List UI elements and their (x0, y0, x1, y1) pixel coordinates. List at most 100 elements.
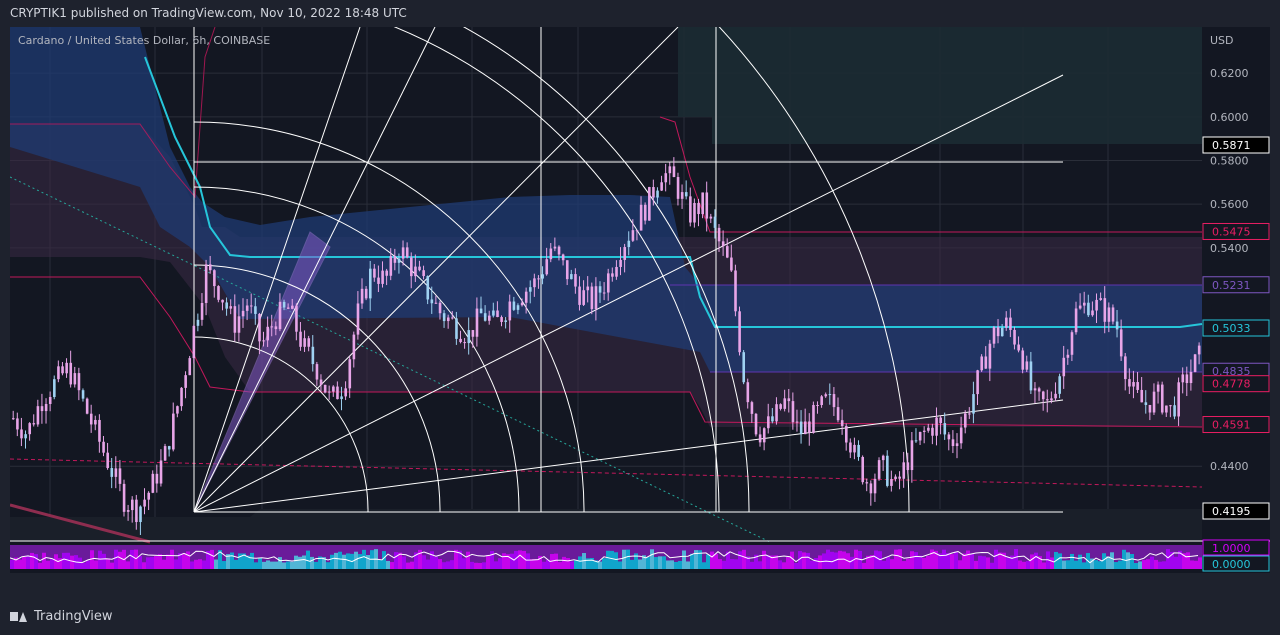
osc-bar (922, 557, 926, 569)
candle-body (393, 256, 397, 263)
osc-bar (514, 550, 518, 569)
candle-body (61, 366, 64, 374)
osc-bar (1130, 554, 1134, 569)
osc-bar (1082, 562, 1086, 569)
osc-bar (1002, 552, 1006, 569)
osc-bar (886, 556, 890, 569)
gann-fan-drawing (193, 27, 1064, 513)
candle-body (902, 462, 906, 479)
candle-body (12, 418, 15, 420)
osc-bar (238, 553, 242, 569)
osc-bar (850, 556, 854, 569)
fan-arc-1 (193, 336, 369, 513)
osc-bar (1134, 562, 1138, 569)
osc-bar (990, 562, 994, 569)
osc-bar (1026, 561, 1030, 569)
candle-body (172, 413, 175, 450)
candle-body (803, 421, 807, 435)
osc-bar (110, 562, 114, 569)
candle-body (533, 278, 536, 288)
osc-bar (118, 551, 122, 569)
candle-body (1189, 371, 1193, 384)
osc-bar (854, 549, 858, 569)
osc-bar (786, 557, 790, 569)
osc-bar (314, 561, 318, 569)
candle-body (701, 192, 704, 215)
osc-bar (874, 550, 878, 569)
price-badge (1202, 136, 1270, 154)
osc-bar (866, 555, 870, 569)
y-axis[interactable]: USD 0.6200 0.6000 0.5800 0.5600 0.5400 0.4400 (1210, 34, 1249, 473)
osc-bar (398, 552, 402, 569)
candle-body (1144, 402, 1148, 405)
candle-body (377, 277, 380, 284)
candle-body (693, 202, 696, 223)
candle-body (996, 327, 1000, 337)
osc-bar (1198, 557, 1202, 569)
candle-body (401, 247, 405, 259)
osc-bar (338, 551, 342, 569)
candle-body (553, 246, 557, 249)
osc-bar (1070, 553, 1074, 569)
osc-bar (334, 552, 338, 569)
candle-body (131, 499, 134, 511)
fan-arc-6 (462, 27, 750, 513)
osc-bar (754, 554, 758, 569)
candle-body (245, 305, 249, 311)
candle-body (832, 394, 836, 408)
osc-bar (1010, 555, 1014, 569)
osc-bar (658, 556, 662, 569)
osc-bar (390, 562, 394, 569)
cloud-top-right (678, 27, 1202, 144)
candle-body (783, 398, 787, 409)
osc-bar (518, 550, 522, 569)
candle-body (102, 441, 105, 453)
osc-bar (734, 559, 738, 569)
symbol-label[interactable]: Cardano / United States Dollar, 6h, COIN… (18, 34, 271, 47)
candle-body (1119, 329, 1123, 357)
candle-body (286, 307, 290, 309)
osc-bar (34, 554, 38, 569)
candle-body (1091, 310, 1094, 316)
candle-body (106, 452, 109, 469)
osc-bar (62, 552, 66, 569)
chart-canvas[interactable]: 4111825Aug81522Sep12:0012 USD 0.62000.60… (10, 27, 1270, 573)
osc-bar (210, 549, 214, 569)
osc-bar (174, 559, 178, 569)
candle-body (1169, 405, 1172, 407)
osc-bar (526, 553, 530, 569)
candle-body (939, 417, 942, 424)
osc-bar (242, 553, 246, 569)
fan-arc-4 (193, 121, 585, 513)
osc-bar (702, 562, 706, 569)
candle-body (299, 331, 302, 347)
candle-body (1140, 389, 1144, 403)
candle-body (53, 379, 56, 398)
candle-body (865, 482, 869, 484)
candle-body (467, 330, 471, 344)
osc-bar (710, 551, 714, 569)
osc-bar (422, 555, 426, 569)
osc-bar (1038, 556, 1042, 569)
chart-frame[interactable]: 4111825Aug81522Sep12:0012 USD 0.62000.60… (10, 27, 1270, 573)
osc-bar (686, 561, 690, 569)
osc-bar (166, 554, 170, 569)
candle-body (586, 286, 590, 291)
pink-band-upper (10, 27, 216, 199)
osc-bar (638, 559, 642, 569)
osc-bar (530, 559, 534, 569)
candles (12, 157, 1201, 536)
osc-bar (498, 558, 502, 569)
osc-bar (698, 550, 702, 569)
osc-bar (818, 555, 822, 569)
osc-bar (654, 557, 658, 569)
y-tick-label: 0.5400 (1210, 242, 1249, 255)
candle-body (594, 286, 598, 310)
candle-body (151, 473, 155, 493)
candle-body (504, 320, 508, 322)
candle-body (229, 306, 233, 309)
osc-bar (838, 550, 842, 569)
candle-body (1115, 321, 1119, 330)
candle-body (500, 317, 503, 322)
candle-body (94, 419, 97, 425)
